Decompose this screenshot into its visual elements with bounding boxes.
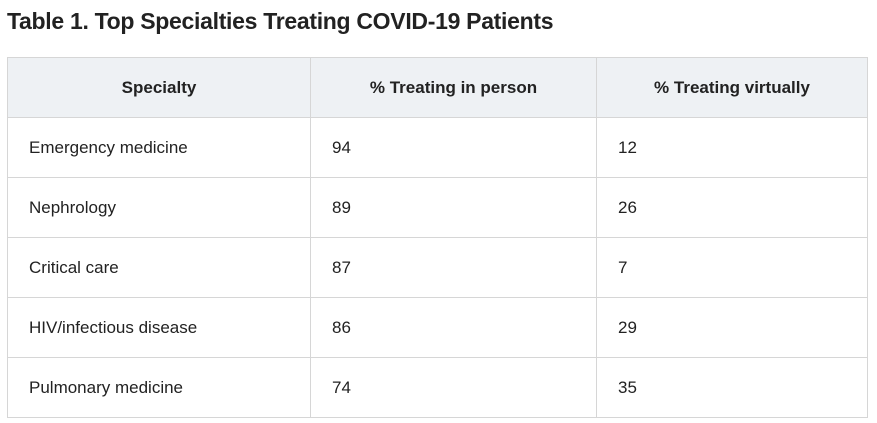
table-cell: 26: [596, 177, 868, 238]
table-cell: 86: [310, 297, 597, 358]
table-cell: Critical care: [7, 237, 311, 298]
header-cell: % Treating in person: [310, 57, 597, 118]
header-cell: Specialty: [7, 57, 311, 118]
table-row: Critical care 87 7: [7, 237, 868, 298]
table-cell: 87: [310, 237, 597, 298]
table-cell: 29: [596, 297, 868, 358]
table-cell: 7: [596, 237, 868, 298]
table: Specialty% Treating in person% Treating …: [7, 57, 868, 418]
table-title: Table 1. Top Specialties Treating COVID-…: [7, 8, 554, 34]
header-cell: % Treating virtually: [596, 57, 868, 118]
table-cell: Emergency medicine: [7, 117, 311, 178]
table-row: Nephrology 89 26: [7, 177, 868, 238]
table-row: Emergency medicine 94 12: [7, 117, 868, 178]
table-cell: 74: [310, 357, 597, 418]
table-row: HIV/infectious disease 86 29: [7, 297, 868, 358]
table-cell: 12: [596, 117, 868, 178]
table-cell: HIV/infectious disease: [7, 297, 311, 358]
table-cell: 89: [310, 177, 597, 238]
table-row: Pulmonary medicine 74 35: [7, 357, 868, 418]
table-cell: 94: [310, 117, 597, 178]
header-row: Specialty% Treating in person% Treating …: [7, 57, 868, 118]
table-cell: Nephrology: [7, 177, 311, 238]
table-cell: Pulmonary medicine: [7, 357, 311, 418]
table-cell: 35: [596, 357, 868, 418]
